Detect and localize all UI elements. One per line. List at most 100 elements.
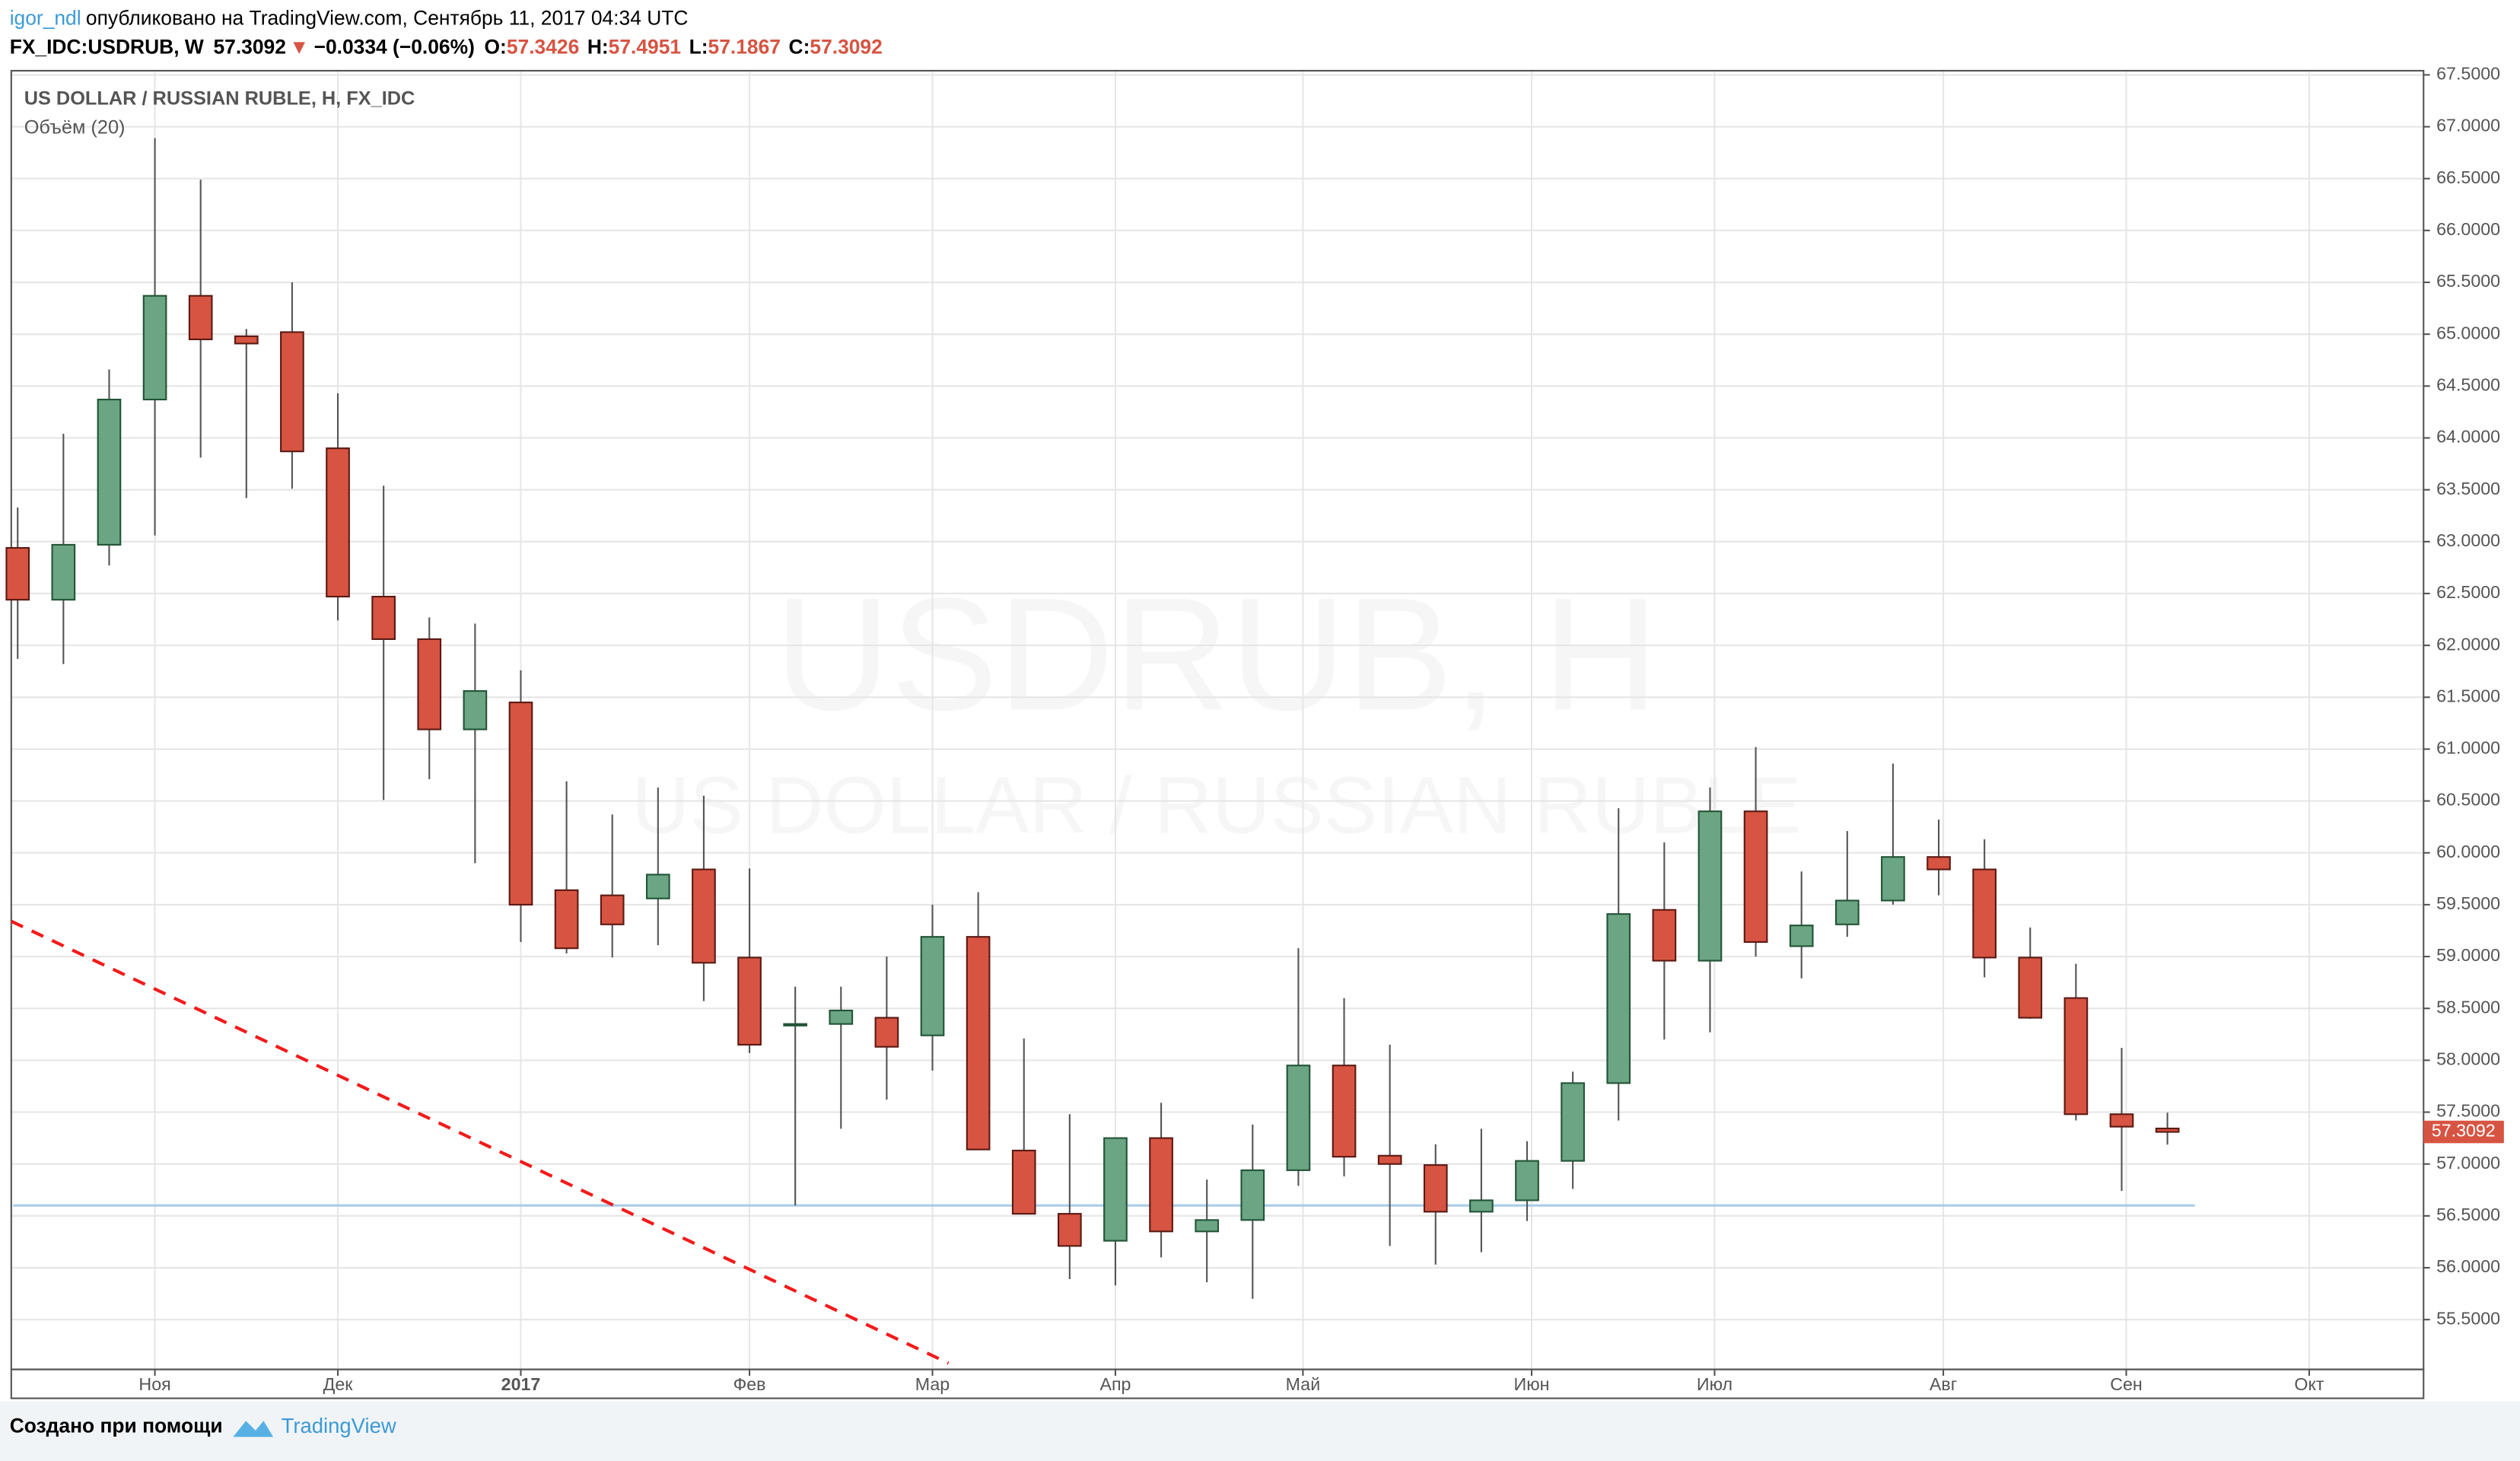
candle-body — [2155, 1127, 2180, 1133]
y-tick-label: 65.5000 — [2436, 271, 2500, 291]
trend-line — [10, 919, 950, 1365]
header-text: 57.4951 — [609, 35, 681, 58]
y-tick-label: 63.5000 — [2436, 479, 2500, 498]
candle-body — [1789, 925, 1814, 947]
header-text: опубликовано на TradingView.com, Сентябр… — [86, 6, 689, 29]
tv-logo — [233, 1421, 274, 1437]
candle-body — [1698, 810, 1723, 962]
x-tick-label: Апр — [1099, 1374, 1131, 1394]
candle-body — [1834, 899, 1860, 925]
y-tick-label: 64.5000 — [2436, 374, 2500, 394]
candle-body — [1972, 868, 1997, 959]
y-tick-label: 56.5000 — [2436, 1205, 2500, 1224]
y-tick-label: 61.0000 — [2436, 738, 2500, 758]
candle-body — [5, 546, 30, 601]
candle-body — [1103, 1137, 1128, 1242]
candle-body — [1332, 1065, 1357, 1158]
header-text: 57.1867 — [708, 35, 781, 58]
header-text: O: — [485, 35, 507, 58]
candle-body — [1377, 1154, 1402, 1165]
price-label: 57.3092 — [2432, 1121, 2496, 1141]
y-tick-label: 64.0000 — [2436, 427, 2500, 447]
header-text: 57.3092 — [810, 35, 882, 58]
candle-body — [600, 894, 625, 925]
x-tick-label: Июн — [1514, 1374, 1550, 1394]
watermark: USDRUB, H — [775, 564, 1659, 743]
candle-body — [371, 595, 396, 641]
candle-body — [1561, 1082, 1585, 1162]
candle-body — [1286, 1065, 1311, 1171]
candle-body — [463, 690, 488, 730]
y-tick-label: 57.0000 — [2436, 1153, 2500, 1173]
y-tick-label: 61.5000 — [2436, 686, 2500, 705]
header-text: C: — [789, 35, 810, 58]
watermark-subtitle: US DOLLAR / RUSSIAN RUBLE — [632, 761, 1802, 851]
x-tick-label: Ноя — [138, 1374, 170, 1394]
candle-body — [829, 1009, 854, 1025]
x-tick-label: Сен — [2110, 1374, 2143, 1394]
candle-body — [1195, 1219, 1220, 1233]
y-tick-label: 59.5000 — [2436, 893, 2500, 913]
candle-body — [1240, 1169, 1265, 1221]
candle-body — [326, 447, 350, 598]
candle-body — [874, 1017, 899, 1048]
footer-brand[interactable]: TradingView — [282, 1414, 396, 1437]
footer-bar — [0, 1401, 2520, 1461]
x-tick-label: Окт — [2294, 1374, 2324, 1394]
axis-frame — [10, 1368, 2425, 1399]
y-tick-label: 62.5000 — [2436, 582, 2500, 602]
y-tick-label: 63.0000 — [2436, 530, 2500, 550]
candle-body — [1652, 909, 1677, 962]
header-text: 57.3426 — [507, 35, 579, 58]
candle-body — [1927, 856, 1951, 871]
y-tick-label: 66.5000 — [2436, 167, 2500, 187]
candle-body — [1515, 1160, 1539, 1202]
y-tick-label: 66.0000 — [2436, 219, 2500, 239]
footer-text: Создано при помощи — [10, 1415, 223, 1437]
x-tick-label: Фев — [733, 1374, 766, 1394]
y-tick-label: 67.0000 — [2436, 116, 2500, 135]
price-label-bg — [2423, 1120, 2504, 1144]
candle-body — [1606, 913, 1631, 1084]
header-text: L: — [689, 35, 708, 58]
candle-body — [97, 399, 122, 546]
candle-body — [508, 702, 533, 906]
candle-body — [234, 335, 259, 345]
header-text: −0.0334 (−0.06%) — [314, 35, 475, 58]
y-tick-label: 58.0000 — [2436, 1049, 2500, 1069]
y-tick-label: 60.5000 — [2436, 790, 2500, 810]
y-tick-label: 65.0000 — [2436, 323, 2500, 342]
x-tick-label: Май — [1286, 1374, 1321, 1394]
candle-body — [1058, 1213, 1082, 1247]
candle-body — [1149, 1137, 1173, 1233]
header-text: H: — [587, 35, 609, 58]
candle-body — [737, 956, 762, 1046]
candle-body — [2018, 956, 2043, 1019]
candle-body — [2109, 1113, 2134, 1128]
y-tick-label: 62.0000 — [2436, 634, 2500, 654]
y-tick-label: 67.5000 — [2436, 64, 2500, 84]
x-tick-label: 2017 — [501, 1374, 541, 1394]
candle-body — [280, 331, 304, 453]
chart-subtitle: Объём (20) — [24, 117, 126, 138]
candle-body — [1469, 1199, 1494, 1213]
x-tick-label: Июл — [1697, 1374, 1732, 1394]
y-tick-label: 55.5000 — [2436, 1308, 2500, 1328]
candle-body — [692, 868, 716, 964]
x-tick-label: Авг — [1930, 1374, 1957, 1394]
header-text: FX_IDC:USDRUB, W — [10, 35, 204, 58]
y-tick-label: 59.0000 — [2436, 945, 2500, 965]
candle-body — [1881, 856, 1905, 902]
x-tick-label: Дек — [323, 1374, 354, 1394]
candle-body — [417, 638, 442, 730]
candle-body — [1011, 1149, 1036, 1215]
x-tick-label: Мар — [915, 1374, 950, 1394]
header-text: ▼ — [289, 35, 309, 58]
candle-body — [966, 936, 991, 1151]
candle-body — [2063, 997, 2089, 1116]
header-text: igor_ndl — [10, 6, 81, 29]
header-text: 57.3092 — [213, 35, 285, 58]
y-tick-label: 57.5000 — [2436, 1101, 2500, 1121]
